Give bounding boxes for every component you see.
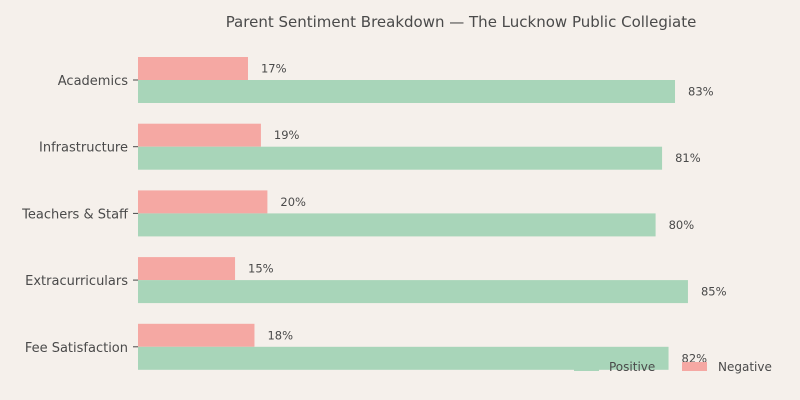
data-label-negative: 17% bbox=[261, 62, 287, 76]
chart-title: Parent Sentiment Breakdown — The Lucknow… bbox=[226, 13, 697, 31]
data-label-positive: 85% bbox=[701, 285, 727, 299]
bar-positive bbox=[138, 146, 663, 170]
category-label: Extracurriculars bbox=[25, 274, 128, 289]
bar-positive bbox=[138, 280, 688, 304]
category-label: Infrastructure bbox=[39, 141, 128, 156]
data-label-negative: 18% bbox=[267, 328, 293, 342]
category-label: Teachers & Staff bbox=[21, 207, 129, 222]
bars-group: Academics 17% 83% Infrastructure 19% 81% Teach… bbox=[21, 57, 727, 370]
category-label: Fee Satisfaction bbox=[25, 341, 128, 356]
data-label-positive: 80% bbox=[669, 218, 695, 232]
bar-negative bbox=[138, 123, 261, 147]
bar-negative bbox=[138, 323, 255, 347]
bar-negative bbox=[138, 190, 268, 214]
data-label-positive: 81% bbox=[675, 151, 701, 165]
category-label: Academics bbox=[58, 74, 128, 89]
legend-label-negative: Negative bbox=[718, 360, 772, 374]
bar-negative bbox=[138, 257, 236, 281]
bar-positive bbox=[138, 80, 676, 103]
legend-swatch-negative bbox=[682, 362, 707, 371]
legend: Positive Negative bbox=[574, 360, 772, 374]
data-label-negative: 15% bbox=[248, 262, 274, 276]
data-label-negative: 19% bbox=[274, 128, 300, 142]
data-label-negative: 20% bbox=[280, 195, 306, 209]
data-label-positive: 83% bbox=[688, 85, 714, 99]
data-label-positive: 82% bbox=[682, 351, 708, 365]
bar-negative bbox=[138, 57, 248, 80]
bar-positive bbox=[138, 213, 656, 237]
bar-positive bbox=[138, 346, 669, 370]
legend-label-positive: Positive bbox=[609, 360, 655, 374]
legend-swatch-positive bbox=[574, 362, 599, 371]
